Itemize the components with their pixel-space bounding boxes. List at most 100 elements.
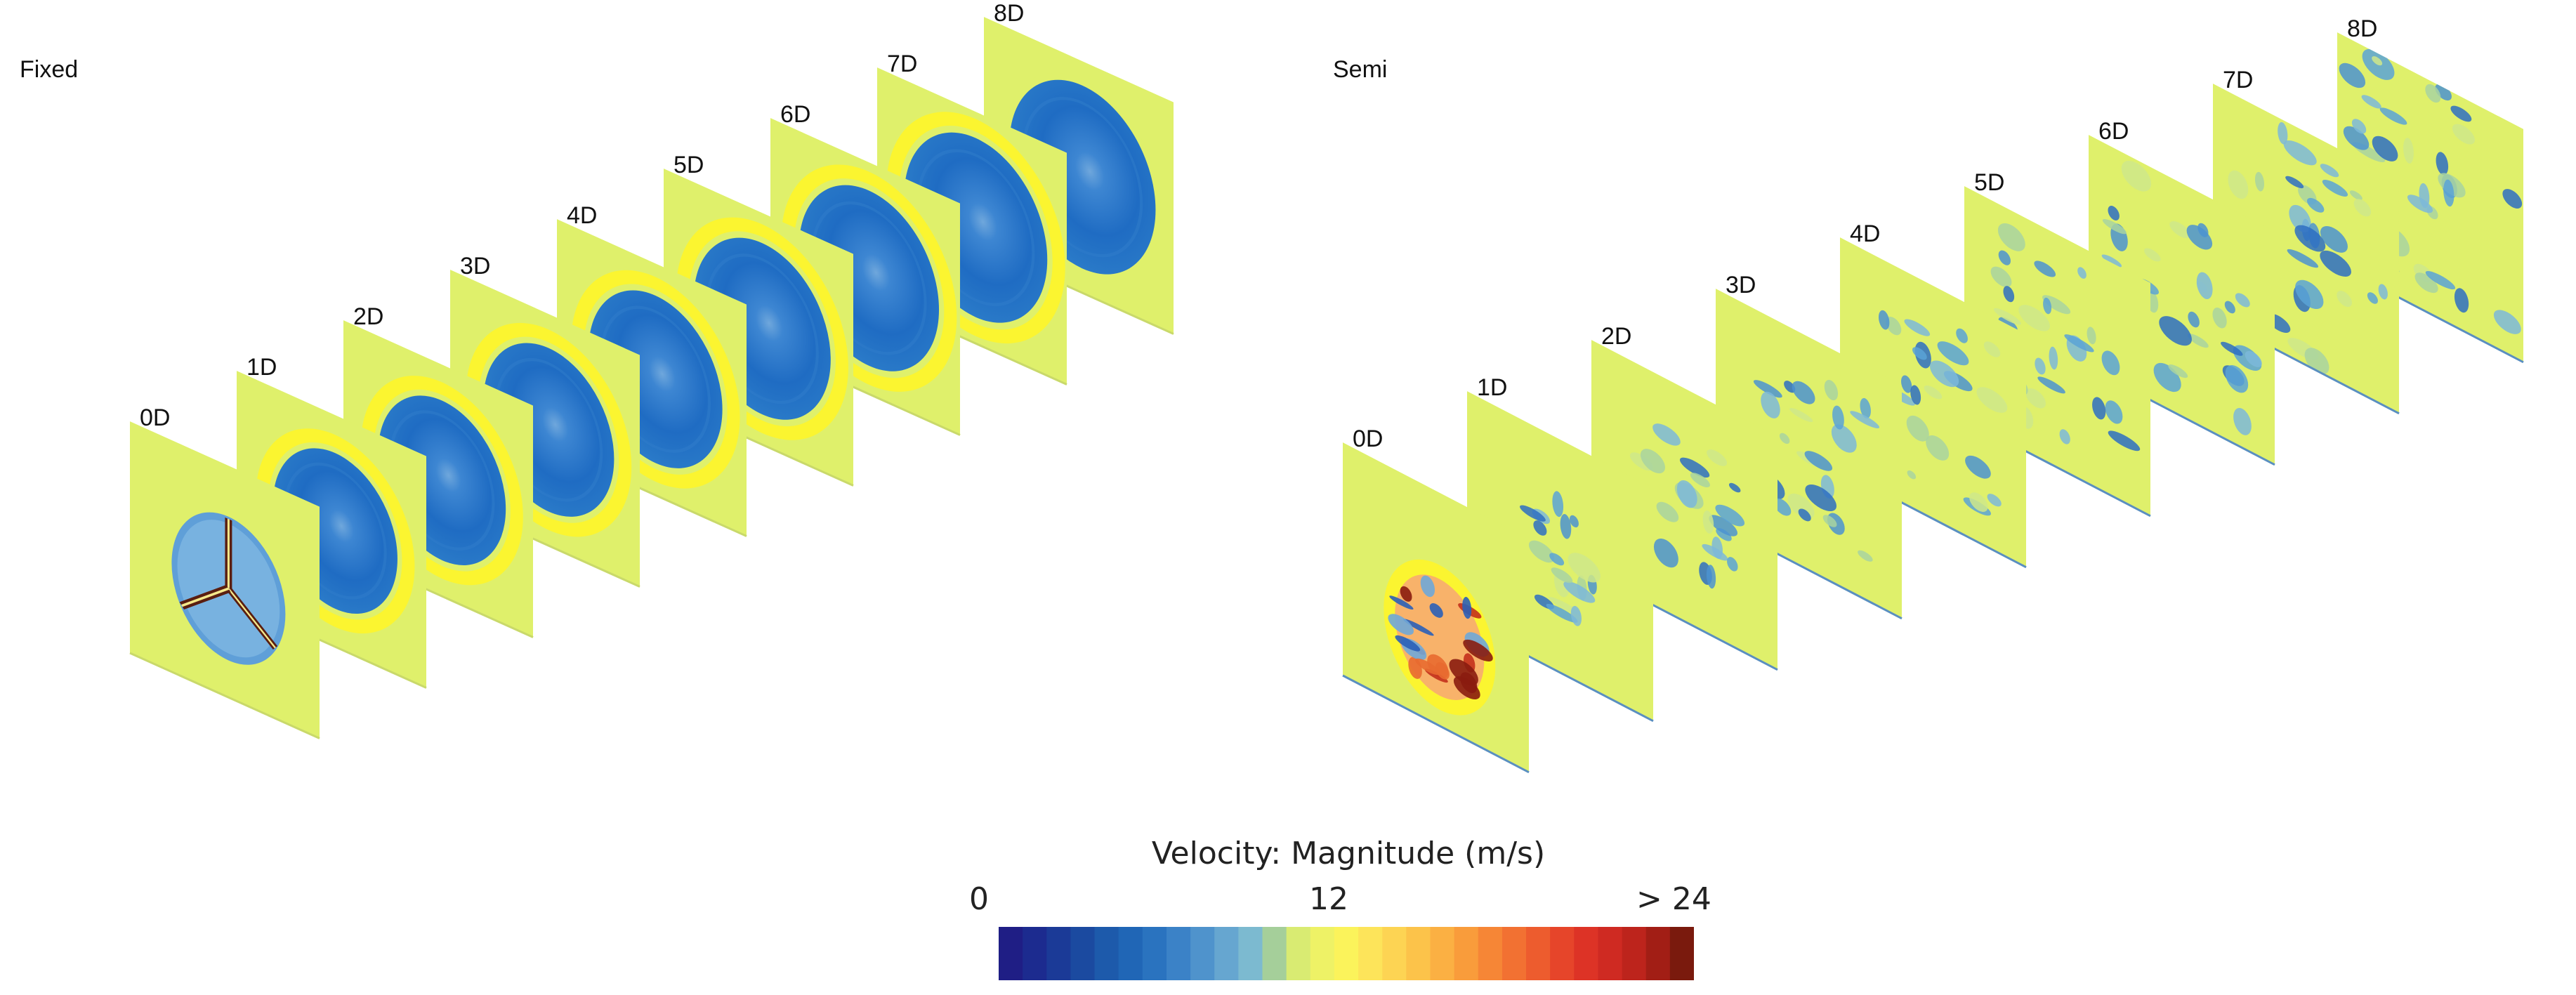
turbulence-blob <box>2254 171 2265 192</box>
turbulence-blob <box>2454 288 2469 313</box>
colorbar-tick-min: 0 <box>969 881 989 917</box>
colorbar-swatch-1 <box>1023 927 1047 980</box>
turbulence-blob <box>1997 223 2025 251</box>
turbulence-blob <box>1990 266 2012 288</box>
colorbar-swatch-13 <box>1310 927 1335 980</box>
turbulence-blob <box>2003 286 2015 303</box>
colorbar-swatch-11 <box>1262 927 1287 980</box>
turbulence-blob <box>1773 498 1792 516</box>
turbulence-blob <box>1904 319 1931 336</box>
turbulence-blob <box>1761 391 1780 419</box>
turbulence-blob <box>2339 62 2366 88</box>
turbulence-blob <box>2320 164 2339 178</box>
plane-label: 1D <box>247 354 277 381</box>
turbulence-blob <box>1676 480 1697 508</box>
plane-label: 3D <box>460 253 490 279</box>
turbulence-blob <box>2018 305 2050 331</box>
colorbar-swatch-6 <box>1142 927 1167 980</box>
turbulence-blob <box>1805 484 1836 512</box>
turbulence-blob <box>1640 449 1666 474</box>
turbulence-blob <box>1679 457 1710 478</box>
turbulence-blob <box>2378 284 2388 300</box>
plane-label: 5D <box>1974 169 2004 196</box>
turbulence-blob <box>2188 311 2200 328</box>
turbulence-blob <box>2233 407 2252 435</box>
turbulence-blob <box>2108 430 2141 452</box>
turbulence-blob <box>1715 504 1745 527</box>
turbulence-blob <box>2221 341 2243 356</box>
turbulence-blob <box>2343 126 2370 150</box>
turbulence-blob <box>1702 543 1728 561</box>
turbulence-blob <box>1824 379 1839 401</box>
turbulence-blob <box>1906 415 1929 442</box>
colorbar-swatch-26 <box>1622 927 1647 980</box>
blade-edge-1 <box>228 588 276 649</box>
turbulence-blob <box>1709 515 1738 536</box>
blade-edge-2 <box>180 587 230 607</box>
turbulence-blob <box>2425 84 2441 103</box>
turbulence-blob <box>2035 357 2046 375</box>
turbulence-blob <box>2196 272 2213 300</box>
turbulence-blob <box>2059 429 2070 444</box>
plane-label: 8D <box>2347 15 2377 42</box>
colorbar-swatch-23 <box>1550 927 1575 980</box>
turbulence-blob <box>1652 423 1681 446</box>
turbulence-blob <box>1926 435 1950 461</box>
turbulence-blob <box>2043 297 2052 315</box>
turbulence-blob <box>1462 597 1472 619</box>
colorbar-swatch-17 <box>1406 927 1431 980</box>
turbulence-blob <box>2121 160 2152 192</box>
turbulence-blob <box>2450 105 2472 122</box>
turbulence-blob <box>1706 565 1716 589</box>
colorbar-swatch-10 <box>1238 927 1263 980</box>
plane-label: 7D <box>2223 67 2253 93</box>
turbulence-blob <box>1910 385 1921 405</box>
plane-label: 0D <box>140 404 170 431</box>
plane-label: 1D <box>1477 374 1507 401</box>
turbulence-blob <box>2186 225 2213 250</box>
turbulence-blob <box>2306 197 2325 213</box>
turbulence-blob <box>1549 553 1565 566</box>
plane-fixed-0D: 0D <box>129 404 320 739</box>
colorbar <box>999 927 1694 980</box>
turbulence-blob <box>1878 310 1890 330</box>
colorbar-swatch-18 <box>1430 927 1455 980</box>
turbulence-blob <box>2087 327 2096 345</box>
turbulence-blob <box>1753 380 1782 398</box>
turbulence-blob <box>1901 375 1912 393</box>
turbulence-blob <box>2037 376 2065 394</box>
turbulence-blob <box>1569 515 1579 528</box>
turbulence-blob <box>2407 195 2433 213</box>
turbulence-blob <box>2353 199 2372 217</box>
turbulence-blob <box>2351 119 2367 134</box>
turbulence-blob <box>2077 267 2087 279</box>
turbulence-blob <box>2049 346 2058 370</box>
colorbar-swatch-16 <box>1382 927 1407 980</box>
turbulence-blob <box>1727 557 1738 572</box>
turbulence-blob <box>2235 293 2250 308</box>
turbulence-blob <box>1929 360 1959 388</box>
turbulence-blob <box>2101 254 2122 268</box>
turbulence-blob <box>2285 176 2304 189</box>
turbulence-blob <box>2361 95 2381 109</box>
turbulence-blob <box>2228 170 2249 199</box>
turbulence-blob <box>2108 206 2120 220</box>
turbulence-blob <box>2064 334 2094 352</box>
turbulence-blob <box>1924 385 1943 400</box>
turbulence-blob <box>1858 550 1873 562</box>
turbulence-blob <box>1546 604 1578 623</box>
colorbar-swatch-0 <box>999 927 1023 980</box>
turbulence-blob <box>1552 491 1564 518</box>
turbulence-blob <box>2435 84 2452 101</box>
turbulence-blob <box>1987 494 2002 507</box>
turbulence-blob <box>2169 221 2190 239</box>
plane-label: 6D <box>2098 118 2129 145</box>
turbulence-blob <box>1993 308 2022 325</box>
turbulence-blob <box>2159 316 2192 346</box>
colorbar-swatch-7 <box>1166 927 1191 980</box>
colorbar-swatch-20 <box>1478 927 1503 980</box>
turbulence-blob <box>2278 121 2288 145</box>
colorbar-tick-mid: 12 <box>1309 881 1348 917</box>
turbulence-blob <box>2283 140 2317 166</box>
